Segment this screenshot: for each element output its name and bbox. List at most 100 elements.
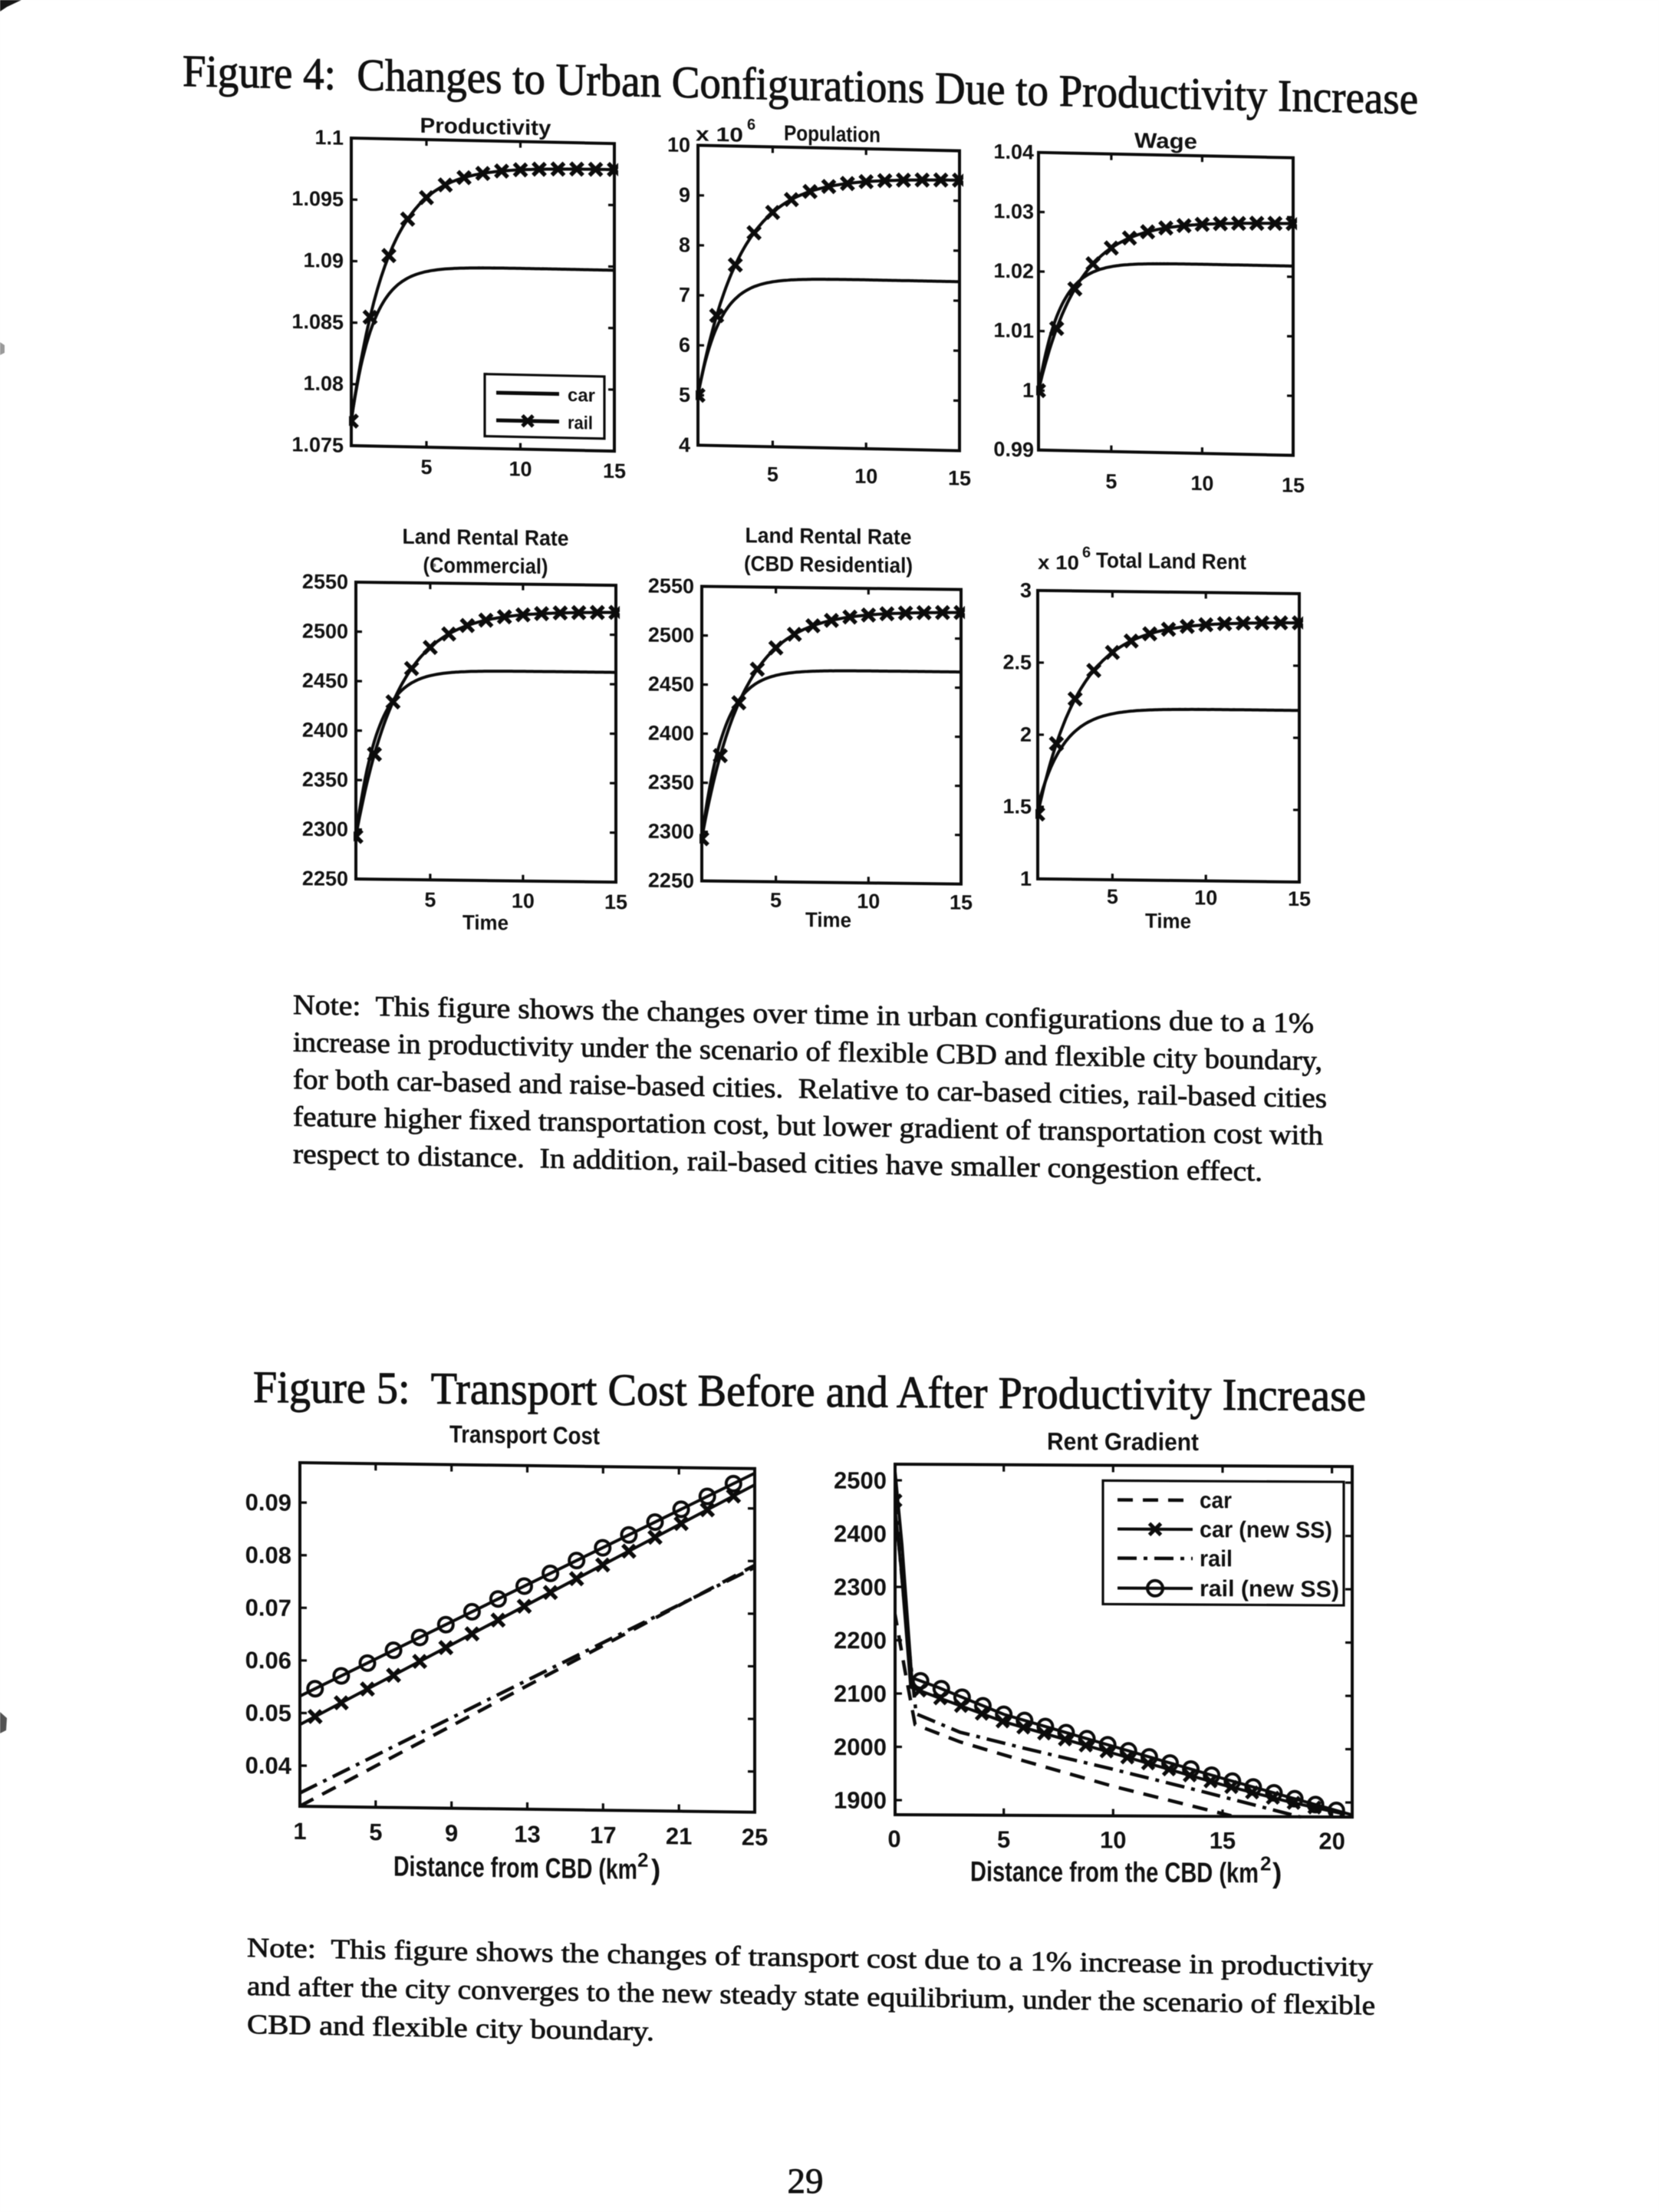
svg-text:10: 10 — [857, 890, 880, 913]
svg-text:rail: rail — [568, 413, 593, 434]
svg-text:1.04: 1.04 — [993, 140, 1034, 164]
svg-text:10: 10 — [1100, 1826, 1126, 1853]
svg-text:1.01: 1.01 — [993, 318, 1034, 342]
svg-text:9: 9 — [445, 1819, 458, 1846]
svg-text:5: 5 — [420, 456, 432, 479]
svg-text:(CBD Residential): (CBD Residential) — [744, 551, 913, 578]
svg-text:15: 15 — [1282, 473, 1305, 497]
svg-text:0.99: 0.99 — [993, 438, 1034, 462]
svg-text:1.08: 1.08 — [303, 371, 344, 395]
svg-text:Time: Time — [462, 911, 509, 935]
svg-text:2.5: 2.5 — [1002, 650, 1032, 673]
svg-text:1: 1 — [1022, 379, 1034, 402]
svg-text:2450: 2450 — [302, 669, 348, 693]
svg-text:0.08: 0.08 — [245, 1542, 291, 1569]
svg-text:1.02: 1.02 — [993, 259, 1034, 283]
svg-text:Land Rental Rate: Land Rental Rate — [746, 523, 912, 549]
svg-text:2200: 2200 — [834, 1627, 887, 1654]
svg-text:): ) — [1272, 1858, 1282, 1889]
svg-text:2250: 2250 — [648, 869, 694, 893]
svg-text:1.085: 1.085 — [291, 310, 344, 334]
svg-text:5: 5 — [369, 1819, 382, 1845]
svg-text:13: 13 — [514, 1821, 540, 1848]
svg-text:2300: 2300 — [648, 820, 694, 844]
svg-text:10: 10 — [854, 465, 877, 489]
svg-text:2100: 2100 — [834, 1680, 887, 1707]
svg-text:10: 10 — [1190, 472, 1213, 495]
svg-text:2500: 2500 — [834, 1467, 887, 1494]
svg-text:0.04: 0.04 — [245, 1752, 292, 1779]
svg-text:Distance from CBD (km: Distance from CBD (km — [393, 1851, 637, 1885]
svg-text:2350: 2350 — [302, 768, 348, 792]
svg-text:1900: 1900 — [834, 1787, 887, 1814]
svg-text:1.03: 1.03 — [993, 199, 1034, 223]
svg-text:Productivity: Productivity — [420, 114, 551, 140]
svg-text:15: 15 — [603, 459, 626, 483]
svg-text:10: 10 — [509, 457, 532, 481]
svg-text:Wage: Wage — [1134, 128, 1197, 153]
svg-text:Population: Population — [784, 121, 881, 147]
svg-text:car: car — [1200, 1488, 1232, 1513]
svg-text:2: 2 — [1260, 1852, 1271, 1875]
svg-text:CBD and flexible city boundary: CBD and flexible city boundary. — [247, 2009, 654, 2046]
svg-text:car (new SS): car (new SS) — [1200, 1517, 1332, 1543]
svg-text:Time: Time — [805, 908, 851, 932]
svg-text:1: 1 — [1020, 867, 1032, 890]
svg-text:Time: Time — [1145, 910, 1191, 933]
svg-text:2000: 2000 — [834, 1733, 887, 1760]
svg-text:2: 2 — [1020, 723, 1032, 746]
svg-text:25: 25 — [742, 1824, 768, 1851]
svg-text:5: 5 — [679, 383, 690, 407]
svg-text:21: 21 — [666, 1822, 692, 1849]
svg-text:15: 15 — [948, 466, 971, 490]
svg-text:10: 10 — [667, 133, 690, 157]
svg-text:2400: 2400 — [302, 719, 348, 742]
svg-text:2500: 2500 — [648, 624, 694, 647]
svg-text:0: 0 — [887, 1825, 900, 1852]
svg-text:5: 5 — [1105, 470, 1117, 493]
svg-text:0.09: 0.09 — [245, 1489, 291, 1516]
svg-text:2400: 2400 — [648, 722, 694, 746]
svg-text:Distance from the CBD (km: Distance from the CBD (km — [970, 1856, 1259, 1889]
svg-text:0.06: 0.06 — [245, 1647, 291, 1674]
svg-text:5: 5 — [767, 462, 778, 486]
svg-text:Land Rental Rate: Land Rental Rate — [402, 525, 568, 551]
svg-text:1.095: 1.095 — [291, 187, 344, 211]
svg-text:4: 4 — [679, 433, 690, 456]
svg-text:Figure 5: Transport Cost Befo: Figure 5: Transport Cost Before and Afte… — [253, 1361, 1366, 1420]
svg-text:2400: 2400 — [834, 1520, 887, 1547]
svg-text:5: 5 — [1107, 885, 1118, 908]
svg-text:0.07: 0.07 — [245, 1594, 291, 1621]
svg-text:5: 5 — [770, 889, 782, 912]
svg-text:rail: rail — [1200, 1546, 1233, 1572]
svg-text:): ) — [651, 1854, 660, 1885]
svg-text:0.05: 0.05 — [245, 1699, 291, 1726]
svg-text:rail (new SS): rail (new SS) — [1200, 1576, 1339, 1602]
svg-text:7: 7 — [679, 283, 690, 306]
svg-text:6: 6 — [1082, 545, 1091, 561]
svg-text:2: 2 — [637, 1848, 648, 1871]
svg-text:15: 15 — [604, 890, 627, 913]
svg-text:6: 6 — [679, 334, 690, 357]
svg-text:2250: 2250 — [302, 867, 348, 890]
svg-text:9: 9 — [679, 183, 690, 206]
svg-text:10: 10 — [1194, 886, 1217, 909]
svg-text:x 10: x 10 — [1038, 551, 1079, 574]
svg-text:(Commercial): (Commercial) — [423, 553, 548, 578]
svg-text:20: 20 — [1318, 1828, 1345, 1855]
svg-text:2550: 2550 — [648, 574, 694, 598]
svg-text:29: 29 — [788, 2161, 824, 2201]
svg-text:car: car — [568, 385, 595, 407]
svg-text:Total Land Rent: Total Land Rent — [1096, 548, 1246, 574]
svg-text:1.5: 1.5 — [1002, 795, 1032, 818]
svg-text:2350: 2350 — [648, 771, 694, 795]
svg-text:15: 15 — [1210, 1827, 1236, 1854]
svg-text:2300: 2300 — [834, 1574, 887, 1601]
svg-text:1: 1 — [293, 1818, 306, 1845]
svg-text:2550: 2550 — [302, 570, 348, 594]
svg-text:8: 8 — [679, 233, 690, 256]
svg-text:3: 3 — [1020, 579, 1032, 602]
svg-text:1.1: 1.1 — [314, 126, 344, 150]
svg-text:15: 15 — [950, 890, 973, 913]
svg-text:Rent Gradient: Rent Gradient — [1047, 1427, 1199, 1456]
